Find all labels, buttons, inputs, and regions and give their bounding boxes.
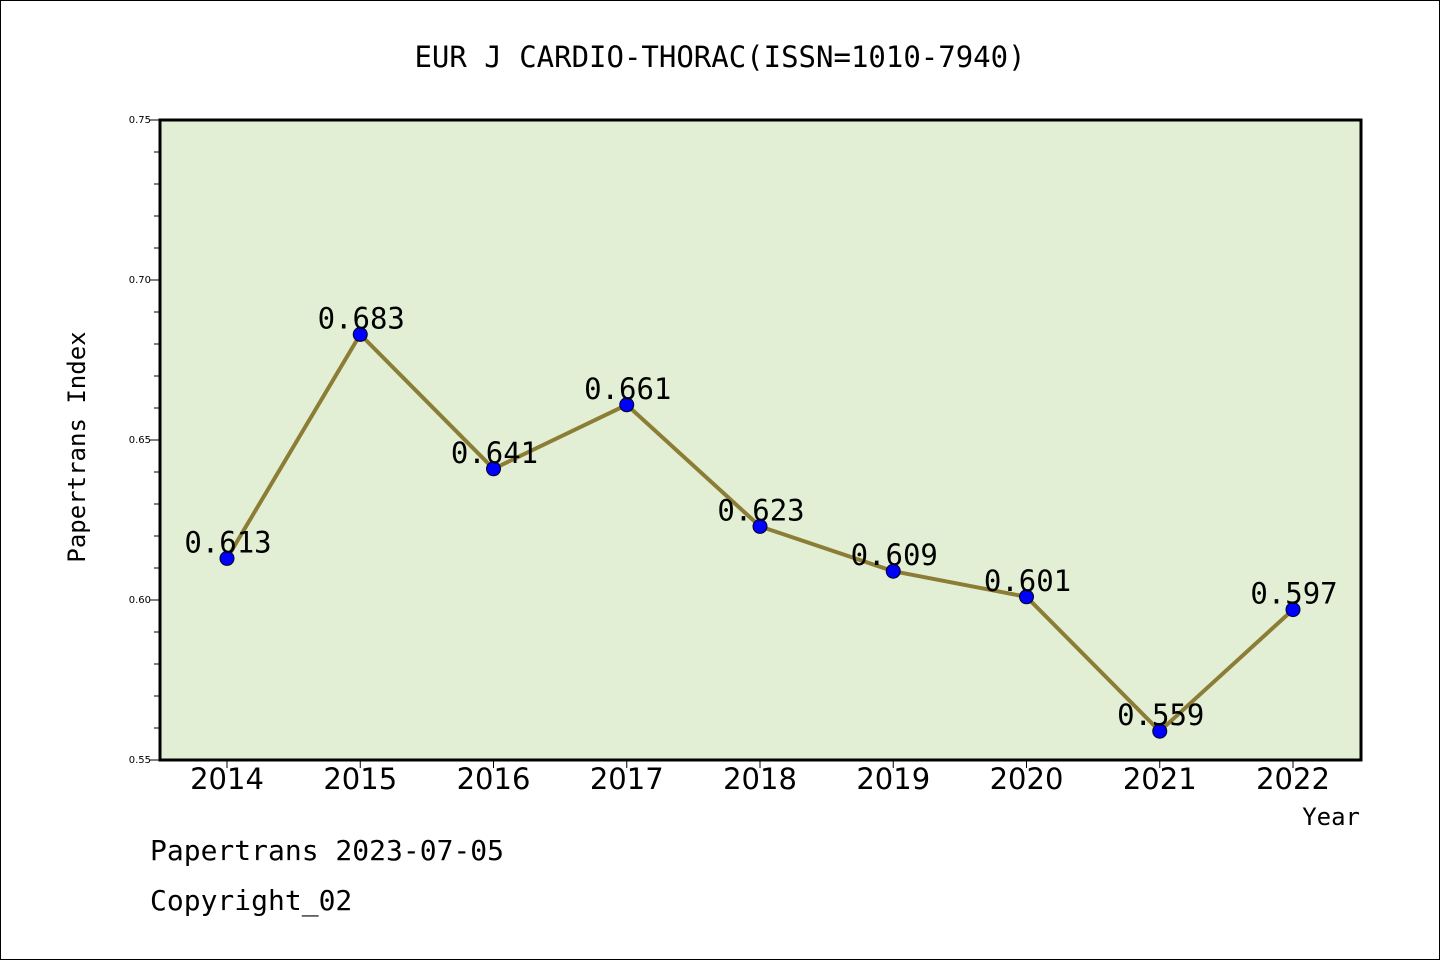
x-tick-label: 2020 xyxy=(990,762,1064,796)
data-point xyxy=(1285,602,1301,618)
x-tick-label: 2017 xyxy=(590,762,664,796)
data-label: 0.661 xyxy=(584,372,671,406)
data-point xyxy=(619,397,635,413)
chart-title: EUR J CARDIO-THORAC(ISSN=1010-7940) xyxy=(414,40,1025,74)
data-label: 0.613 xyxy=(184,525,271,559)
data-label: 0.597 xyxy=(1250,577,1337,611)
data-point xyxy=(885,563,901,579)
data-label: 0.559 xyxy=(1117,698,1204,732)
y-axis-ticks xyxy=(150,119,160,761)
data-label: 0.641 xyxy=(451,436,538,470)
data-point xyxy=(752,518,768,534)
footer-copyright-text: Copyright_02 xyxy=(150,884,353,917)
x-tick-label: 2018 xyxy=(723,762,797,796)
data-point xyxy=(486,461,501,477)
plot-area xyxy=(158,118,1363,762)
data-point xyxy=(352,326,368,342)
x-axis-ticks xyxy=(226,760,1294,768)
data-label: 0.609 xyxy=(851,538,938,572)
y-tick-label: 0.55 xyxy=(129,755,151,766)
x-tick-label: 2016 xyxy=(457,762,531,796)
x-tick-label: 2022 xyxy=(1256,762,1330,796)
x-tick-label: 2015 xyxy=(323,762,397,796)
data-label: 0.623 xyxy=(717,493,804,527)
y-tick-label: 0.75 xyxy=(129,115,151,126)
x-axis-tick-labels: 2014 2015 2016 2017 2018 2019 2020 2021 2022 xyxy=(190,762,1330,796)
data-point xyxy=(219,550,235,566)
data-point xyxy=(1019,589,1034,605)
footer-date-text: Papertrans 2023-07-05 xyxy=(150,834,505,867)
y-tick-label: 0.60 xyxy=(129,595,151,606)
data-markers xyxy=(219,326,1301,739)
x-tick-label: 2019 xyxy=(856,762,930,796)
x-axis-label: Year xyxy=(1302,803,1360,831)
y-tick-label: 0.65 xyxy=(129,435,151,446)
data-label: 0.601 xyxy=(984,564,1071,598)
data-point xyxy=(1152,723,1168,739)
y-tick-label: 0.70 xyxy=(129,275,151,286)
data-labels: 0.613 0.683 0.641 0.661 0.623 0.609 0.601 0.559… xyxy=(184,301,1337,732)
y-axis-label: Papertrans Index xyxy=(63,331,91,562)
x-tick-label: 2014 xyxy=(190,762,264,796)
y-axis-tick-labels: 0.55 0.60 0.65 0.70 0.75 xyxy=(129,115,151,766)
data-label: 0.683 xyxy=(318,301,405,335)
x-tick-label: 2021 xyxy=(1123,762,1197,796)
